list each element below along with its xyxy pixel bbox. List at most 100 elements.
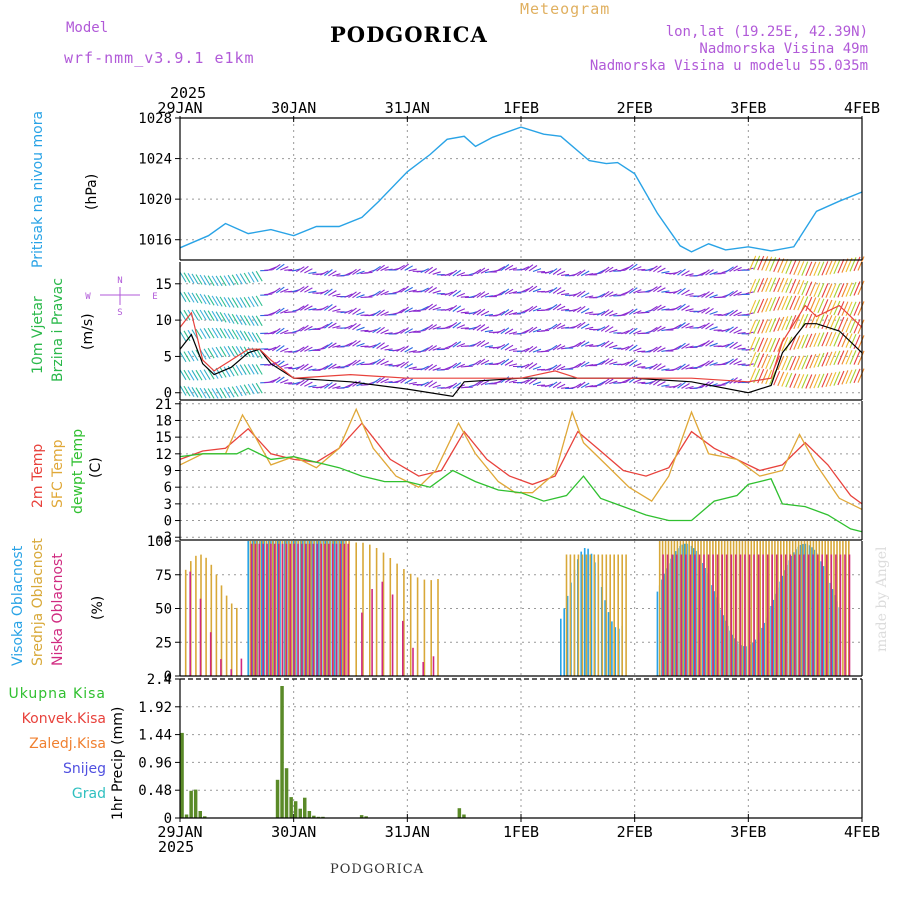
wind-arrow <box>765 318 773 334</box>
wind-arrow <box>769 355 777 370</box>
wind-arrow <box>187 273 195 284</box>
wind-arrow <box>653 265 662 273</box>
wind-arrow <box>404 307 413 313</box>
legend-snow: Snijeg <box>62 761 106 777</box>
wind-arrow <box>203 310 211 321</box>
wind-arrow <box>440 327 449 329</box>
wind-arrow <box>356 342 365 347</box>
wind-arrow <box>308 368 317 371</box>
wind-arrow <box>785 259 793 274</box>
wind-arrow <box>448 341 458 349</box>
wind-arrow <box>609 312 618 317</box>
wind-arrow <box>593 384 602 387</box>
wind-arrow <box>396 361 405 368</box>
wind-arrow <box>296 305 305 312</box>
wind-arrow <box>324 303 333 311</box>
ytick-label-pressure: 1024 <box>138 152 172 168</box>
precip-unit: 1hr Precip (mm) <box>110 706 126 820</box>
wind-arrow <box>340 365 349 368</box>
wind-arrow <box>609 344 618 349</box>
wind-arrow <box>524 264 534 271</box>
wind-arrow <box>424 344 434 352</box>
wind-arrow <box>231 329 239 340</box>
wind-arrow <box>604 326 614 333</box>
wind-arrow <box>693 366 702 369</box>
wind-arrow <box>697 271 706 277</box>
ytick-label-cloud: 0 <box>164 669 172 685</box>
wind-arrow <box>207 327 215 339</box>
wind-arrow <box>520 379 530 384</box>
wind-arrow <box>809 261 817 277</box>
wind-arrow <box>207 295 215 306</box>
wind-arrow <box>304 268 313 274</box>
wind-arrow <box>348 339 357 347</box>
wind-arrow <box>749 299 757 315</box>
wind-arrow <box>580 270 590 277</box>
ytick-label-wind: 5 <box>164 349 172 365</box>
wind-arrow <box>556 289 566 295</box>
wind-arrow <box>280 266 289 271</box>
wind-arrow <box>793 295 801 311</box>
wind-arrow <box>504 264 514 271</box>
wind-arrow <box>580 308 590 314</box>
wind-arrow <box>420 347 429 353</box>
wind-arrow <box>576 290 586 298</box>
wind-arrow <box>801 296 809 311</box>
wind-arrow <box>833 283 841 298</box>
wind-arrow <box>496 266 506 272</box>
wind-arrow <box>853 368 861 384</box>
wind-arrow <box>633 362 642 368</box>
wind-arrow <box>275 376 285 384</box>
ytick-label-precip: 1.92 <box>138 700 172 716</box>
wind-arrow <box>701 291 710 298</box>
wind-arrow <box>661 384 670 387</box>
wind-arrow <box>468 326 477 330</box>
wind-arrow <box>709 310 718 315</box>
wind-arrow <box>837 350 845 365</box>
wind-arrow <box>408 268 417 272</box>
wind-arrow <box>552 363 562 371</box>
wind-arrow <box>255 382 263 394</box>
wind-arrow <box>496 290 506 296</box>
wind-arrow <box>737 332 746 335</box>
wind-arrow <box>324 381 333 389</box>
pressure-series-line <box>179 126 863 253</box>
wind-arrow <box>833 350 841 366</box>
ytick-label-wind: 10 <box>155 313 172 329</box>
precip-bar <box>189 790 193 818</box>
wind-arrow <box>793 373 801 389</box>
wind-arrow <box>195 309 203 321</box>
wind-arrow <box>757 319 765 334</box>
wind-arrow <box>344 309 353 314</box>
wind-arrow <box>372 342 381 349</box>
wind-arrow <box>576 321 586 329</box>
wind-arrow <box>199 293 207 305</box>
wind-arrow <box>296 364 305 371</box>
wind-arrow <box>637 350 646 353</box>
wind-arrow <box>203 294 211 305</box>
wind-arrow <box>215 346 223 358</box>
wind-arrow <box>352 323 361 331</box>
wind-arrow <box>825 372 833 388</box>
wind-arrow <box>761 353 769 369</box>
wind-gust-line <box>179 304 863 383</box>
wind-arrow <box>508 348 518 352</box>
wind-arrow <box>572 383 582 389</box>
wind-arrow <box>243 364 251 375</box>
wind-arrow <box>444 306 453 312</box>
wind-arrow <box>532 288 542 293</box>
wind-arrow <box>701 322 710 330</box>
wind-arrow <box>761 369 769 384</box>
wind-arrow <box>628 344 638 352</box>
wind-arrow <box>552 322 562 330</box>
ytick-label-precip: 0.48 <box>138 783 172 799</box>
wind-arrow <box>585 326 594 330</box>
wind-arrow <box>348 307 357 315</box>
wind-arrow <box>721 328 730 333</box>
wind-arrow <box>271 308 281 315</box>
wind-arrow <box>476 339 486 347</box>
wind-arrow <box>476 324 486 331</box>
wind-arrow <box>805 333 813 349</box>
wind-arrow <box>769 277 777 292</box>
